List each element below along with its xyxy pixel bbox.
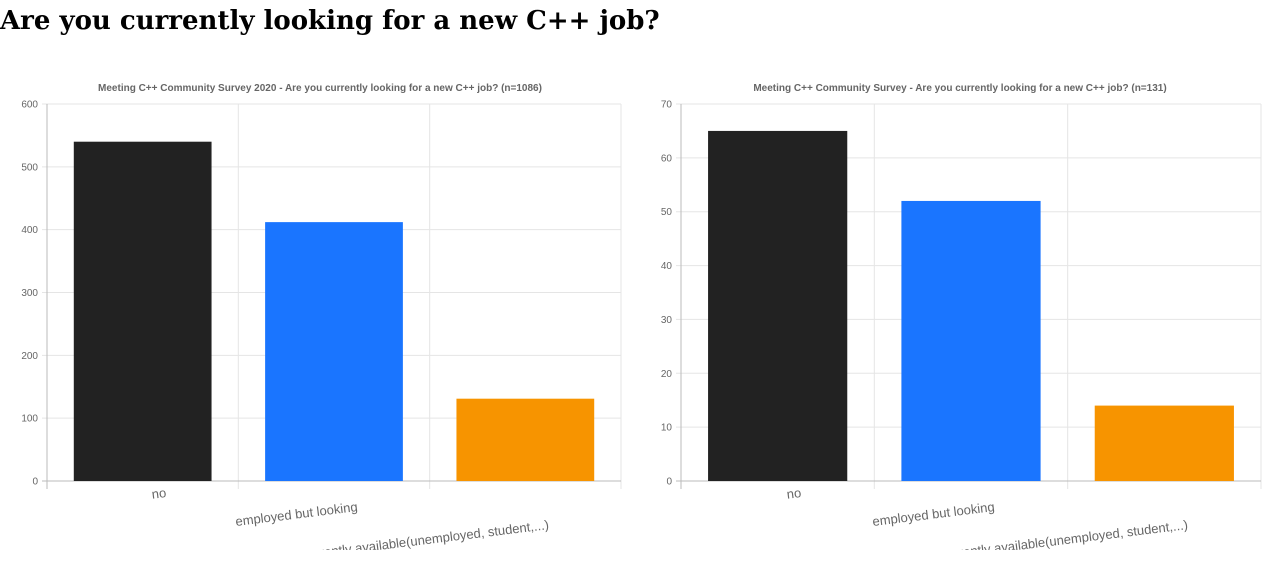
bar-3[interactable]	[1094, 405, 1234, 481]
y-tick-label: 20	[661, 369, 673, 380]
chart-svg: Meeting C++ Community Survey 2020 - Are …	[21, 83, 622, 550]
y-tick-label: 400	[21, 225, 38, 236]
x-tick-label: employed but looking	[872, 499, 996, 529]
x-tick-label: currently available(unemployed, student,…	[301, 517, 550, 550]
y-tick-label: 600	[21, 100, 38, 111]
x-tick-label: employed but looking	[235, 499, 359, 529]
page-title: Are you currently looking for a new C++ …	[0, 6, 660, 36]
y-tick-label: 10	[661, 423, 673, 434]
y-tick-label: 60	[661, 153, 673, 164]
y-tick-label: 50	[661, 207, 673, 218]
chart-svg: Meeting C++ Community Survey - Are you c…	[661, 83, 1262, 550]
bar-1[interactable]	[73, 141, 212, 481]
x-tick-label: no	[786, 485, 802, 502]
chart-title: Meeting C++ Community Survey - Are you c…	[753, 83, 1166, 94]
y-tick-label: 40	[661, 261, 673, 272]
bar-1[interactable]	[708, 130, 848, 481]
x-tick-label: currently available(unemployed, student,…	[940, 517, 1189, 550]
y-tick-label: 200	[21, 351, 38, 362]
x-tick-label: no	[151, 485, 167, 502]
chart-survey: Meeting C++ Community Survey - Are you c…	[640, 70, 1280, 550]
y-tick-label: 100	[21, 414, 38, 425]
y-tick-label: 0	[666, 477, 672, 488]
y-tick-label: 500	[21, 162, 38, 173]
bar-2[interactable]	[901, 200, 1041, 481]
bar-3[interactable]	[456, 398, 595, 481]
y-tick-label: 0	[32, 477, 38, 488]
chart-survey-2020: Meeting C++ Community Survey 2020 - Are …	[0, 70, 640, 550]
y-tick-label: 30	[661, 315, 673, 326]
y-tick-label: 300	[21, 288, 38, 299]
bar-2[interactable]	[265, 222, 403, 482]
chart-title: Meeting C++ Community Survey 2020 - Are …	[98, 83, 542, 94]
y-tick-label: 70	[661, 100, 673, 111]
